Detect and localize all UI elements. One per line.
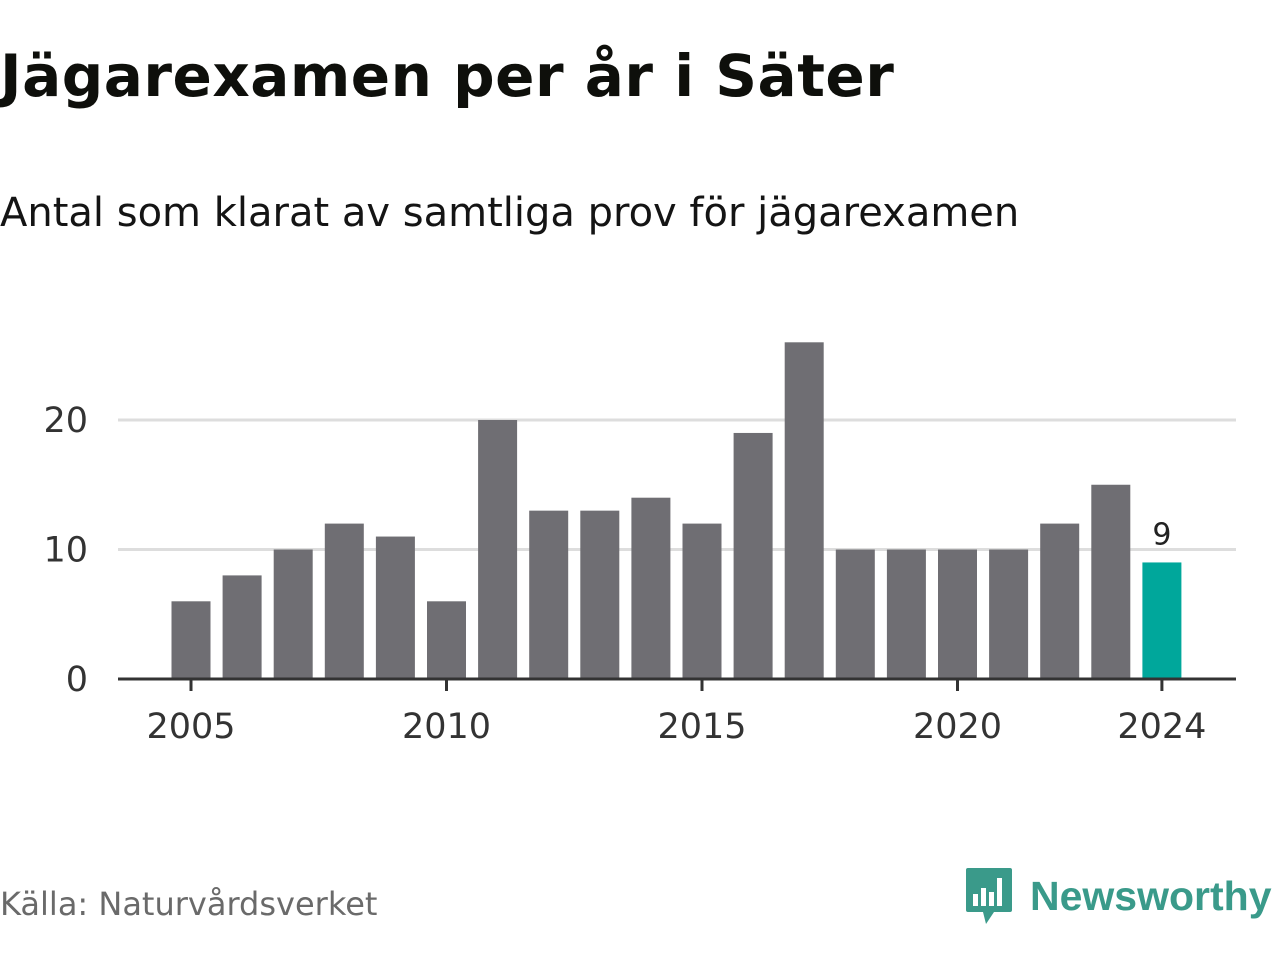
data-labels: 9 [1152,517,1171,552]
y-tick-label: 10 [43,531,88,571]
x-tick-label: 2005 [146,707,235,747]
bar [427,601,466,679]
bar-highlight [1142,562,1182,679]
bar [682,523,722,679]
source-note: Källa: Naturvårdsverket [0,885,378,923]
bar [580,510,620,679]
x-axis-ticks: 2005 2010 2015 2020 2024 [146,679,1206,747]
bar-chart: 0 10 20 2005 2010 2015 2020 2024 9 [43,342,1236,747]
y-tick-label: 20 [43,401,88,441]
bar [375,536,415,679]
bar [1040,523,1080,679]
bar [171,601,211,679]
bar [989,549,1029,679]
bar [938,549,977,679]
bar [631,497,671,679]
bar [733,432,773,679]
bar [324,523,364,679]
chart-subtitle: Antal som klarat av samtliga prov för jä… [0,190,1020,236]
bar [835,549,875,679]
y-axis-ticks: 0 10 20 [43,401,88,700]
bar [273,549,313,679]
bars [171,342,1182,679]
bar [478,420,518,679]
bar [222,575,262,679]
newsworthy-logo-icon [966,868,1012,924]
data-label-highlight: 9 [1152,517,1171,552]
x-tick-label: 2010 [402,707,491,747]
x-tick-label: 2024 [1117,707,1206,747]
brand-logo[interactable]: Newsworthy [964,864,1272,928]
bar [529,510,569,679]
x-tick-label: 2020 [913,707,1002,747]
y-tick-label: 0 [66,660,88,700]
bar [784,342,824,679]
bar [886,549,926,679]
chart-title: Jägarexamen per år i Säter [0,42,895,110]
x-tick-label: 2015 [657,707,746,747]
brand-name: Newsworthy [1030,872,1272,919]
bar [1091,484,1131,679]
